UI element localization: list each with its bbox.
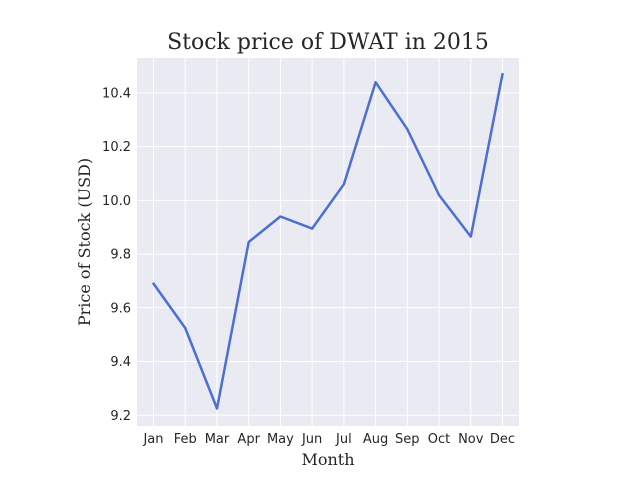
plot-area — [137, 58, 519, 426]
x-tick-label: Feb — [174, 432, 197, 447]
series-line — [152, 72, 504, 410]
y-tick-label: 10.2 — [102, 140, 131, 155]
x-tick-label: Nov — [458, 432, 484, 447]
x-tick-label: May — [267, 432, 294, 447]
x-tick-label: Jul — [335, 432, 352, 447]
y-tick-label: 9.6 — [110, 301, 131, 316]
y-tick-label: 10.4 — [102, 86, 131, 101]
y-axis-label: Price of Stock (USD) — [75, 158, 94, 326]
x-tick-label: Sep — [395, 432, 420, 447]
chart-title: Stock price of DWAT in 2015 — [167, 30, 489, 55]
x-axis-label: Month — [301, 450, 354, 469]
x-tick-labels: Jan Feb Mar Apr May Jun Jul Aug Sep Oct Nov Dec — [142, 432, 515, 447]
x-tick-label: Dec — [490, 432, 515, 447]
x-tick-label: Jun — [301, 432, 322, 447]
x-tick-label: Jan — [142, 432, 163, 447]
y-tick-label: 10.0 — [102, 194, 131, 209]
grid-lines — [137, 58, 519, 426]
series-group — [152, 72, 504, 410]
x-tick-label: Mar — [205, 432, 230, 447]
x-tick-label: Oct — [428, 432, 450, 447]
y-tick-label: 9.2 — [110, 409, 131, 424]
y-tick-label: 9.4 — [110, 355, 131, 370]
x-tick-label: Apr — [237, 432, 260, 447]
x-tick-label: Aug — [363, 432, 388, 447]
y-tick-label: 9.8 — [110, 248, 131, 263]
y-tick-labels: 9.2 9.4 9.6 9.8 10.0 10.2 10.4 — [102, 86, 131, 423]
